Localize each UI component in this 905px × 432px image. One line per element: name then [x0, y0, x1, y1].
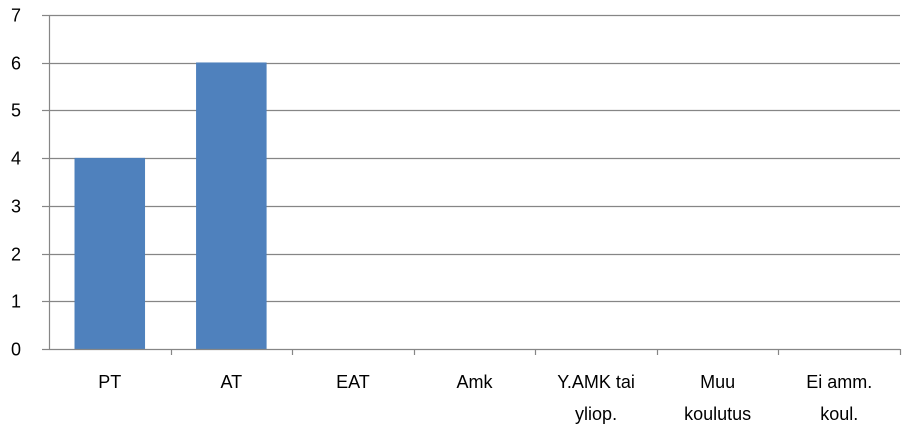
x-tick-label: Amk [457, 372, 494, 392]
x-tick-label: EAT [336, 372, 370, 392]
x-tick-label: koulutus [684, 404, 751, 424]
x-tick-label: PT [98, 372, 121, 392]
bar [196, 62, 267, 350]
gridlines [49, 14, 900, 303]
y-tick-labels: 0 1 2 3 4 5 6 7 [11, 6, 21, 360]
x-tick-label: Y.AMK tai [557, 372, 635, 392]
x-tick-label: AT [221, 372, 243, 392]
y-tick-label: 5 [11, 101, 21, 121]
y-tick-label: 4 [11, 149, 21, 169]
x-tick-label: Ei amm. [806, 372, 872, 392]
axes [42, 14, 902, 355]
y-tick-label: 1 [11, 292, 21, 312]
y-tick-label: 3 [11, 197, 21, 217]
bars [74, 62, 267, 350]
y-tick-label: 0 [11, 340, 21, 360]
x-tick-label: yliop. [575, 404, 617, 424]
y-tick-label: 6 [11, 54, 21, 74]
y-tick-label: 7 [11, 6, 21, 26]
y-tick-label: 2 [11, 245, 21, 265]
x-tick-label: Muu [700, 372, 735, 392]
x-tick-labels: PT AT EAT Amk Y.AMK tai yliop. Muu koulutus Ei a… [98, 372, 872, 424]
x-tick-label: koul. [820, 404, 858, 424]
bar [74, 157, 146, 350]
